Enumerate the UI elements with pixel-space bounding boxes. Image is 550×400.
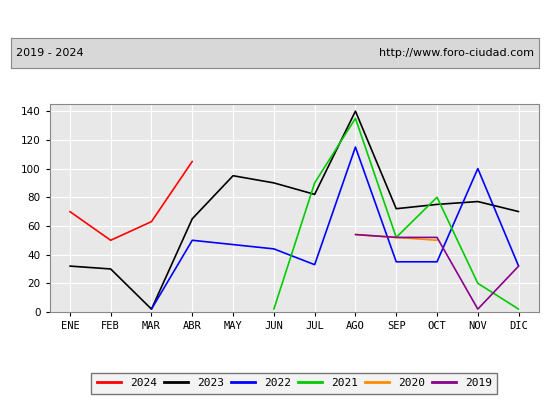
Legend: 2024, 2023, 2022, 2021, 2020, 2019: 2024, 2023, 2022, 2021, 2020, 2019 [91, 372, 497, 394]
Text: Evolucion Nº Turistas Extranjeros en el municipio de Riudecols: Evolucion Nº Turistas Extranjeros en el … [67, 12, 483, 26]
Text: http://www.foro-ciudad.com: http://www.foro-ciudad.com [379, 48, 534, 58]
Text: 2019 - 2024: 2019 - 2024 [16, 48, 84, 58]
